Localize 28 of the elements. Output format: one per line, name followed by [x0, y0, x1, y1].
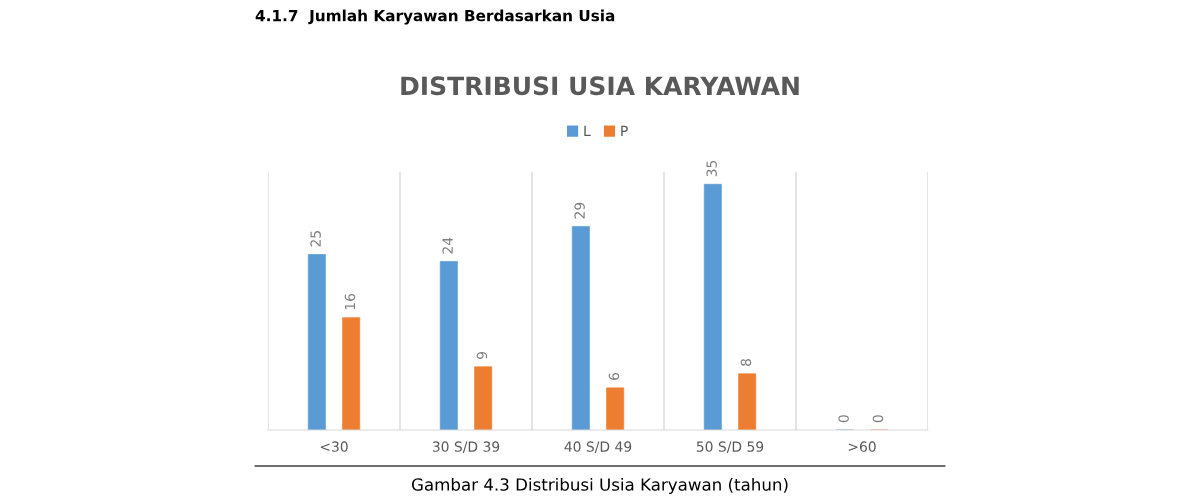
chart-title: DISTRIBUSI USIA KARYAWAN: [401, 76, 799, 96]
bar: [474, 366, 493, 430]
x-tick-label: >60: [848, 441, 876, 452]
bar: [439, 261, 458, 430]
data-label: 6: [608, 372, 620, 380]
legend-label: L: [584, 125, 591, 136]
data-label: 9: [476, 352, 488, 359]
data-label: 8: [740, 359, 752, 366]
data-label: 35: [706, 160, 717, 177]
data-label: 24: [442, 237, 453, 254]
bar: [342, 317, 361, 430]
x-tick-label: 30 S/D 39: [432, 441, 500, 453]
bar: [606, 387, 625, 430]
x-tick-label: 40 S/D 49: [564, 441, 632, 453]
text: Gambar 4.3 Distribusi Usia Karyawan (tahun): [411, 477, 788, 495]
data-label: 16: [344, 293, 356, 310]
bar: [738, 373, 757, 430]
data-label: 29: [574, 202, 585, 219]
x-tick-label: <30: [320, 441, 348, 452]
data-label: 0: [872, 415, 884, 423]
bar: [703, 183, 722, 430]
x-tick-label: 50 S/D 59: [696, 441, 764, 453]
data-label: 25: [310, 231, 321, 247]
bar: [307, 254, 326, 430]
legend-label: P: [621, 125, 628, 136]
data-label: 0: [838, 415, 849, 423]
text: 4.1.7 Jumlah Karyawan Berdasarkan Usia: [255, 9, 615, 25]
bar: [571, 226, 590, 430]
